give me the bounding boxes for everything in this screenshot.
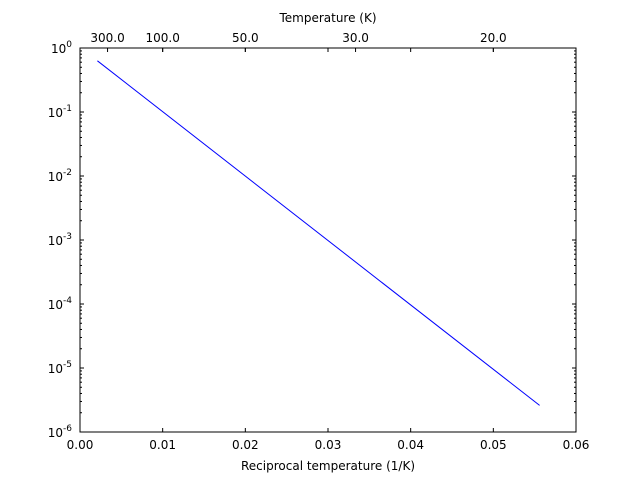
x-tick-label: 0.01 xyxy=(149,438,176,452)
x-tick-label: 0.03 xyxy=(315,438,342,452)
y-tick-label: 10-4 xyxy=(48,296,73,312)
top-x-tick-label: 300.0 xyxy=(90,31,124,45)
top-x-tick-label: 20.0 xyxy=(480,31,507,45)
x-axis-label: Reciprocal temperature (1/K) xyxy=(241,459,415,473)
x-tick-label: 0.06 xyxy=(563,438,590,452)
data-line xyxy=(97,60,540,406)
top-x-tick-label: 50.0 xyxy=(232,31,259,45)
y-tick-label: 100 xyxy=(51,40,72,56)
x-tick-label: 0.02 xyxy=(232,438,259,452)
y-tick-label: 10-2 xyxy=(48,168,72,184)
top-x-tick-label: 100.0 xyxy=(145,31,179,45)
x-tick-label: 0.05 xyxy=(480,438,507,452)
x-tick-label: 0.00 xyxy=(67,438,94,452)
y-tick-label: 10-1 xyxy=(48,104,72,120)
axis-tick-labels: 0.00 0.01 0.02 0.03 0.04 0.05 0.06 300.0 100.0 50… xyxy=(48,31,590,452)
y-tick-label: 10-3 xyxy=(48,232,72,248)
y-tick-label: 10-5 xyxy=(48,360,72,376)
top-x-axis-label: Temperature (K) xyxy=(278,11,376,25)
axis-ticks xyxy=(79,47,577,433)
x-tick-label: 0.04 xyxy=(397,438,424,452)
top-x-tick-label: 30.0 xyxy=(342,31,369,45)
